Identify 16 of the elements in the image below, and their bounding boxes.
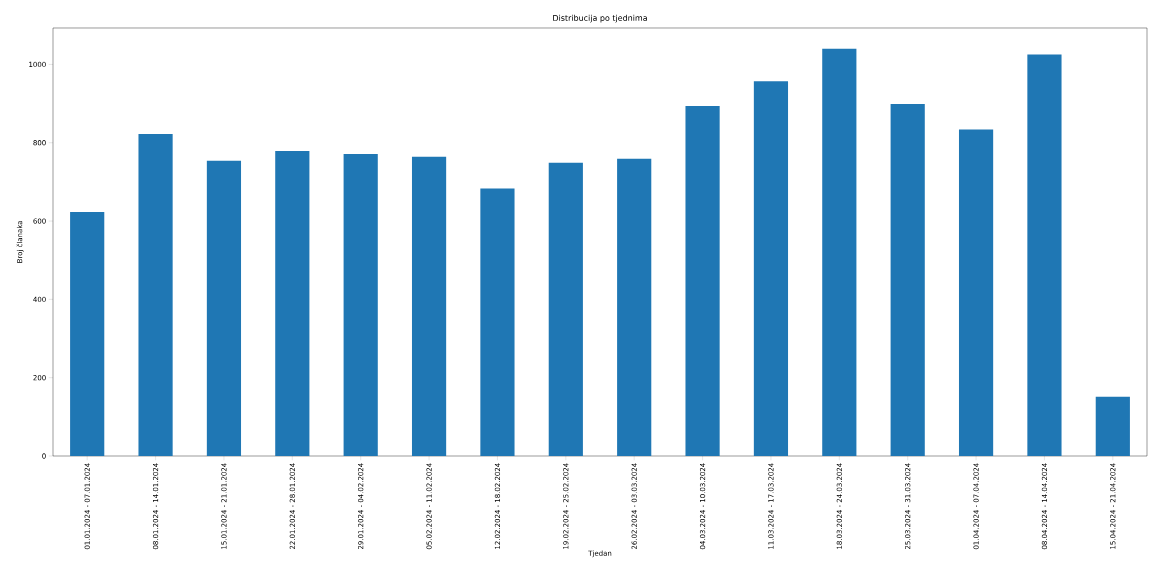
bar bbox=[890, 103, 925, 456]
bar bbox=[1095, 396, 1130, 456]
bar bbox=[480, 188, 515, 456]
bar bbox=[343, 154, 378, 456]
bar bbox=[138, 134, 173, 456]
bar bbox=[958, 129, 994, 456]
bar bbox=[685, 105, 720, 456]
bar bbox=[617, 158, 652, 456]
bar bbox=[548, 162, 583, 456]
bar bbox=[70, 212, 105, 456]
bar bbox=[1027, 54, 1062, 456]
bar bbox=[753, 81, 789, 456]
bar bbox=[275, 150, 310, 456]
bar bbox=[411, 156, 447, 456]
bar bbox=[822, 48, 857, 456]
bar bbox=[206, 160, 242, 456]
